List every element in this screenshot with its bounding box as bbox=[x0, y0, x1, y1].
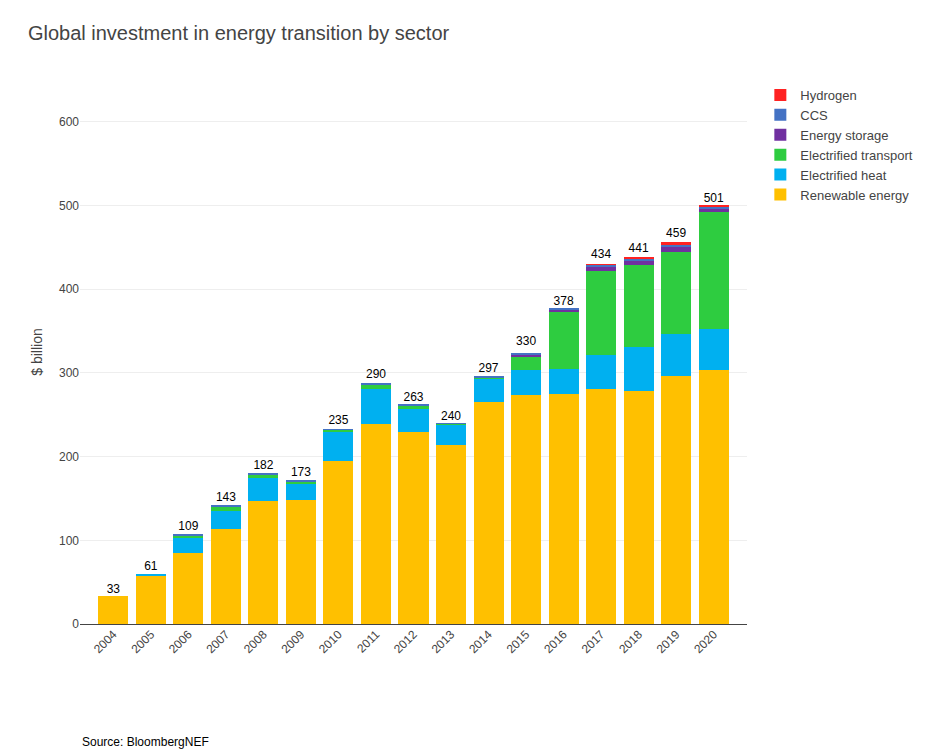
svg-text:Electrified transport: Electrified transport bbox=[800, 148, 912, 163]
svg-text:109: 109 bbox=[178, 519, 198, 533]
svg-text:0: 0 bbox=[72, 617, 79, 631]
svg-text:2015: 2015 bbox=[504, 627, 533, 656]
svg-text:2008: 2008 bbox=[241, 627, 270, 656]
svg-text:CCS: CCS bbox=[800, 108, 828, 123]
svg-text:500: 500 bbox=[59, 199, 79, 213]
svg-text:459: 459 bbox=[666, 226, 686, 240]
svg-text:2006: 2006 bbox=[166, 627, 195, 656]
svg-text:378: 378 bbox=[554, 294, 574, 308]
svg-text:300: 300 bbox=[59, 366, 79, 380]
svg-text:263: 263 bbox=[403, 390, 423, 404]
svg-text:2020: 2020 bbox=[691, 627, 720, 656]
svg-text:$ billion: $ billion bbox=[29, 328, 45, 375]
svg-text:61: 61 bbox=[144, 559, 158, 573]
svg-text:2007: 2007 bbox=[203, 627, 232, 656]
svg-text:2009: 2009 bbox=[279, 627, 308, 656]
svg-text:2005: 2005 bbox=[128, 627, 157, 656]
svg-text:240: 240 bbox=[441, 409, 461, 423]
svg-text:200: 200 bbox=[59, 450, 79, 464]
svg-text:Global investment in energy tr: Global investment in energy transition b… bbox=[28, 22, 450, 44]
svg-text:441: 441 bbox=[629, 241, 649, 255]
svg-text:Source: BloombergNEF: Source: BloombergNEF bbox=[82, 735, 209, 749]
svg-text:501: 501 bbox=[704, 191, 724, 205]
svg-text:2013: 2013 bbox=[429, 627, 458, 656]
svg-text:2017: 2017 bbox=[579, 627, 608, 656]
svg-text:2016: 2016 bbox=[541, 627, 570, 656]
svg-text:434: 434 bbox=[591, 247, 611, 261]
svg-text:Electrified heat: Electrified heat bbox=[800, 168, 886, 183]
svg-text:100: 100 bbox=[59, 534, 79, 548]
svg-text:2019: 2019 bbox=[654, 627, 683, 656]
svg-text:182: 182 bbox=[253, 458, 273, 472]
svg-text:2012: 2012 bbox=[391, 627, 420, 656]
svg-text:2010: 2010 bbox=[316, 627, 345, 656]
svg-text:2014: 2014 bbox=[466, 627, 495, 656]
svg-text:173: 173 bbox=[291, 465, 311, 479]
svg-text:297: 297 bbox=[479, 361, 499, 375]
svg-text:235: 235 bbox=[328, 413, 348, 427]
svg-text:2018: 2018 bbox=[616, 627, 645, 656]
svg-text:400: 400 bbox=[59, 282, 79, 296]
svg-text:Renewable energy: Renewable energy bbox=[800, 188, 909, 203]
svg-text:290: 290 bbox=[366, 367, 386, 381]
svg-text:2004: 2004 bbox=[91, 627, 120, 656]
svg-text:600: 600 bbox=[59, 115, 79, 129]
svg-text:330: 330 bbox=[516, 334, 536, 348]
svg-text:143: 143 bbox=[216, 490, 236, 504]
svg-text:Hydrogen: Hydrogen bbox=[800, 88, 856, 103]
svg-text:Energy storage: Energy storage bbox=[800, 128, 888, 143]
svg-text:33: 33 bbox=[107, 582, 121, 596]
svg-text:2011: 2011 bbox=[354, 627, 382, 655]
